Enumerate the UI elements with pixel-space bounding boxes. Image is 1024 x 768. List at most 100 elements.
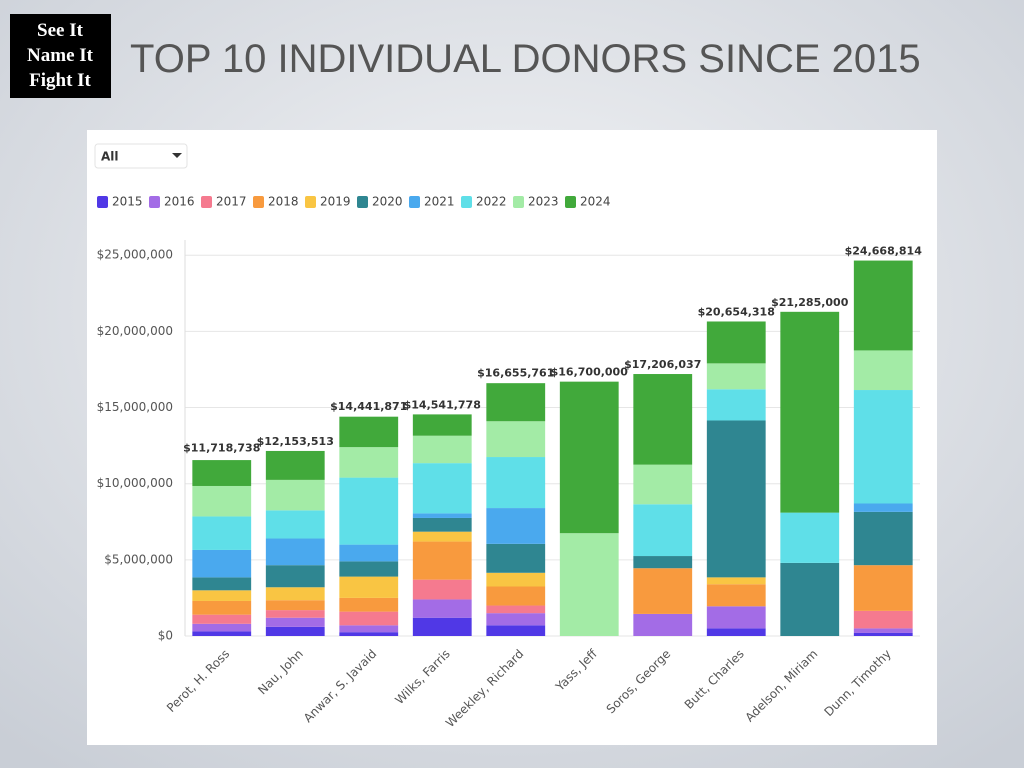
total-label: $20,654,318 (698, 305, 775, 318)
legend-label: 2021 (424, 195, 455, 209)
bar-segment (192, 549, 252, 578)
bar-segment (265, 587, 325, 601)
bar-segment (780, 512, 840, 563)
bar-segment (486, 543, 546, 573)
bar-segment (853, 565, 913, 611)
bar-segment (339, 416, 399, 448)
bar-segment (633, 568, 693, 614)
y-tick-label: $5,000,000 (104, 552, 173, 566)
bar-segment (339, 611, 399, 626)
legend-swatch (253, 196, 264, 208)
bar-segment (853, 260, 913, 351)
bar-segment (339, 477, 399, 545)
legend-label: 2024 (580, 195, 611, 209)
bar-segment (412, 414, 472, 436)
total-label: $16,700,000 (551, 366, 629, 379)
y-tick-label: $10,000,000 (97, 476, 173, 490)
total-label: $14,441,871 (330, 400, 407, 413)
total-label: $21,285,000 (771, 296, 849, 309)
bar-segment (192, 623, 252, 632)
bar-segment (265, 617, 325, 627)
total-label: $24,668,814 (845, 244, 923, 257)
bar-segment (486, 572, 546, 587)
bar-segment (486, 613, 546, 626)
bar-segment (265, 626, 325, 636)
bar-segment (853, 390, 913, 504)
legend-swatch (357, 196, 368, 208)
legend-swatch (97, 196, 108, 208)
legend-label: 2017 (216, 195, 247, 209)
total-label: $12,153,513 (257, 435, 334, 448)
bar-segment (339, 597, 399, 612)
bar-segment (706, 628, 766, 636)
bar-segment (486, 605, 546, 614)
bar-segment (412, 599, 472, 618)
legend-swatch (409, 196, 420, 208)
bar-segment (339, 544, 399, 562)
bar-segment (339, 561, 399, 577)
bar-segment (192, 614, 252, 624)
bar-segment (339, 576, 399, 598)
bar-segment (486, 508, 546, 544)
filter-dropdown[interactable] (94, 143, 188, 169)
y-tick-label: $20,000,000 (97, 324, 173, 338)
total-label: $16,655,761 (477, 366, 554, 379)
bar-segment (633, 613, 693, 636)
bar-segment (486, 383, 546, 422)
bar-segment (265, 538, 325, 566)
bar-segment (192, 460, 252, 486)
legend-label: 2023 (528, 195, 559, 209)
bar-segment (192, 590, 252, 601)
legend-swatch (305, 196, 316, 208)
bar-segment (853, 511, 913, 566)
bar-segment (853, 610, 913, 629)
logo-line: Name It (27, 45, 94, 66)
bar-segment (486, 421, 546, 458)
legend-label: 2016 (164, 195, 195, 209)
bar-segment (486, 625, 546, 636)
slide-title: TOP 10 INDIVIDUAL DONORS SINCE 2015 (130, 37, 921, 81)
legend-label: 2018 (268, 195, 299, 209)
bar-segment (192, 485, 252, 517)
y-tick-label: $25,000,000 (97, 248, 173, 262)
bar-segment (339, 632, 399, 636)
bar-segment (853, 632, 913, 636)
bar-segment (412, 463, 472, 514)
dropdown-arrow (172, 153, 182, 158)
bar-segment (339, 447, 399, 478)
y-tick-label: $0 (158, 629, 173, 643)
bar-segment (853, 503, 913, 512)
filter-value: All (101, 150, 119, 164)
legend-label: 2022 (476, 195, 507, 209)
bar-segment (633, 464, 693, 505)
bar-segment (412, 617, 472, 636)
bar-segment (265, 600, 325, 611)
total-label: $11,718,738 (183, 442, 260, 455)
bar-segment (265, 565, 325, 588)
bar-segment (412, 531, 472, 542)
legend-label: 2019 (320, 195, 351, 209)
bar-segment (192, 631, 252, 636)
y-tick-label: $15,000,000 (97, 400, 173, 414)
bar-segment (192, 516, 252, 550)
bar-segment (412, 517, 472, 532)
bar-segment (486, 586, 546, 606)
bar-segment (412, 435, 472, 464)
bar-segment (706, 420, 766, 578)
bar-segment (339, 625, 399, 633)
bar-segment (853, 628, 913, 633)
bar-segment (706, 577, 766, 585)
bar-segment (706, 389, 766, 421)
bar-segment (706, 584, 766, 607)
bar-segment (706, 321, 766, 364)
legend-swatch (149, 196, 160, 208)
legend-swatch (461, 196, 472, 208)
legend-swatch (201, 196, 212, 208)
bar-segment (265, 479, 325, 511)
bar-segment (559, 533, 619, 636)
bar-segment (412, 541, 472, 580)
bar-segment (412, 579, 472, 600)
bar-segment (412, 513, 472, 518)
bar-segment (265, 610, 325, 618)
